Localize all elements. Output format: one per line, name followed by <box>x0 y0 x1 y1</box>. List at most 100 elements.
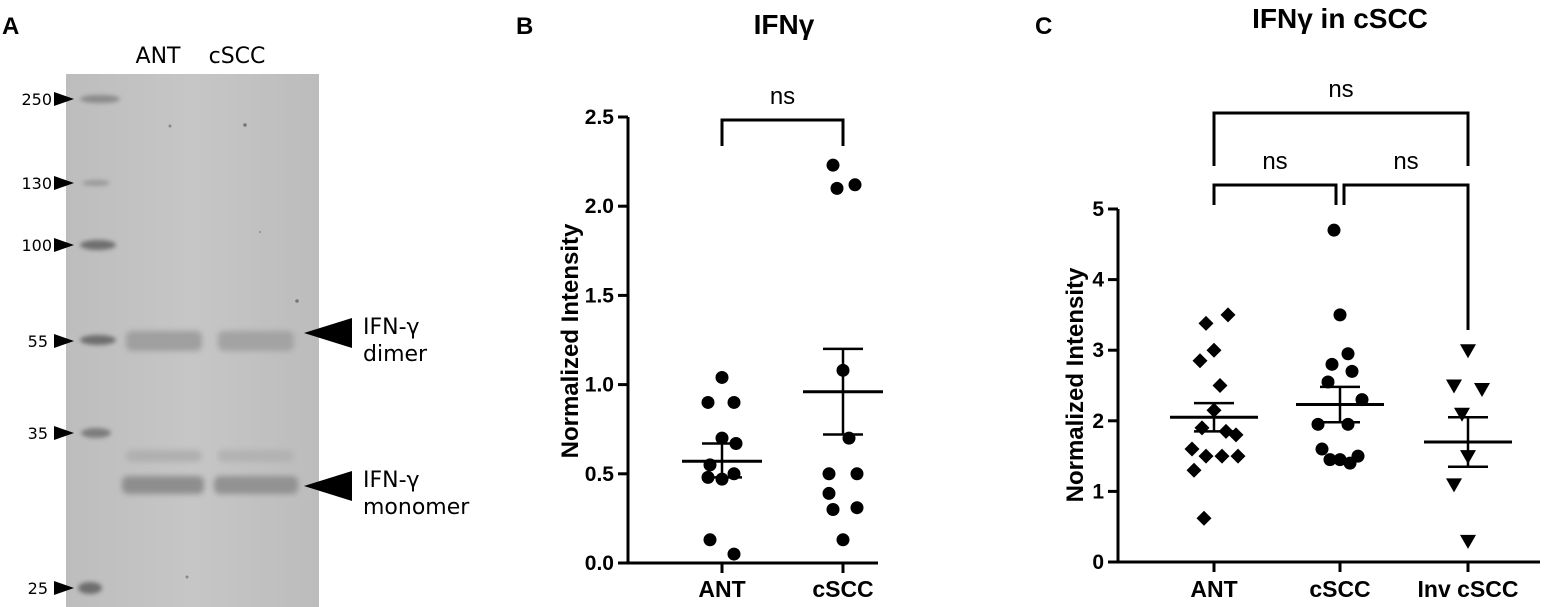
chart-c-significance-label: ns <box>1393 148 1418 175</box>
dimer-label-line1: IFN-γ <box>363 315 420 340</box>
band-ant-dimer <box>126 331 202 351</box>
chart-c-category-label: ANT <box>1190 576 1237 602</box>
chart-c-data-point <box>1355 393 1369 407</box>
chart-b-data-point <box>701 395 715 409</box>
marker-arrow-icon <box>54 334 74 348</box>
chart-c-y-tick-label: 5 <box>1092 198 1104 221</box>
chart-c-ylabel: Normalized Intensity <box>1062 267 1089 502</box>
chart-b-y-tick-label: 0.0 <box>585 552 614 575</box>
chart-c-data-point <box>1343 456 1357 470</box>
chart-c-data-point <box>1315 442 1329 456</box>
marker-130: 130 <box>21 174 52 193</box>
chart-b-data-point <box>826 502 840 516</box>
marker-arrow-icon <box>54 426 74 440</box>
sample-bands <box>122 331 298 494</box>
chart-c-y-tick-label: 3 <box>1092 339 1104 362</box>
chart-b-title: IFNγ <box>754 9 815 40</box>
band-cscc-monomer <box>214 476 298 494</box>
monomer-arrow-icon <box>304 471 352 501</box>
chart-c-significance-bracket <box>1342 183 1470 330</box>
chart-c-data-point <box>1214 448 1230 464</box>
chart-c-data-point <box>1206 342 1222 358</box>
chart-b-data-point <box>850 501 864 515</box>
chart-c-data-point <box>1198 315 1214 331</box>
chart-c-significance-label: ns <box>1328 76 1353 103</box>
chart-c-data-point <box>1341 417 1355 431</box>
marker-arrow-icon <box>54 176 74 190</box>
chart-c-data-point <box>1220 307 1236 323</box>
marker-labels: 250 130 100 55 35 25 <box>21 90 74 598</box>
chart-c-data-point <box>1323 453 1337 467</box>
chart-b-data-point <box>703 533 717 547</box>
monomer-label-line1: IFN-γ <box>363 468 420 493</box>
chart-b-data-point <box>822 486 836 500</box>
chart-c-data-point <box>1192 353 1208 369</box>
chart-b-data-point <box>830 181 844 195</box>
chart-c-data-point <box>1194 420 1210 436</box>
chart-b-data-point <box>715 370 729 384</box>
chart-b-y-tick-label: 0.5 <box>585 463 615 486</box>
panel-letter-c: C <box>1035 13 1052 40</box>
lane-label-cscc: cSCC <box>209 44 266 69</box>
chart-c-data-point <box>1460 534 1476 549</box>
marker-250: 250 <box>21 90 52 109</box>
marker-100: 100 <box>21 236 52 255</box>
chart-c-data-point <box>1230 448 1246 464</box>
band-cscc-dimer <box>218 331 294 351</box>
band-ant-monomer <box>122 476 204 494</box>
chart-c-data-point <box>1460 344 1476 359</box>
chart-b-significance-bracket <box>720 118 845 146</box>
chart-c-category-label: cSCC <box>1309 576 1370 602</box>
ladder <box>78 95 120 594</box>
chart-b: IFNγ Normalized Intensity 0.0 0.5 1.0 1.5 2.… <box>557 9 883 602</box>
marker-arrow-icon <box>54 92 74 106</box>
chart-c-data-point <box>1446 478 1462 493</box>
chart-b-ylabel: Normalized Intensity <box>557 223 584 458</box>
chart-b-data-point <box>727 395 741 409</box>
chart-c-data-point <box>1333 308 1347 322</box>
chart-c-significance-bracket <box>1212 183 1338 205</box>
chart-c-data-point <box>1321 375 1335 389</box>
chart-c-category-label: Inv cSCC <box>1418 576 1519 602</box>
chart-c-significance-bracket <box>1212 111 1470 166</box>
dimer-arrow-icon <box>304 318 352 348</box>
chart-b-data-point <box>715 431 729 445</box>
chart-b-data-point <box>826 158 840 172</box>
lane-label-ant: ANT <box>136 44 182 69</box>
chart-c-y-tick-label: 1 <box>1092 480 1104 503</box>
marker-arrow-icon <box>54 238 74 252</box>
chart-c-data-point <box>1446 379 1462 394</box>
chart-c-title: IFNγ in cSCC <box>1252 3 1428 34</box>
chart-b-y-tick-label: 1.0 <box>585 374 614 397</box>
chart-b-data-point <box>822 467 836 481</box>
chart-b-data-point <box>836 533 850 547</box>
chart-c-data-point <box>1196 510 1212 526</box>
chart-c-data-point <box>1345 364 1359 378</box>
chart-c-data-point <box>1474 383 1490 398</box>
chart-b-y-tick-label: 2.0 <box>585 195 614 218</box>
panel-letter-a: A <box>2 13 19 40</box>
marker-55: 55 <box>28 332 48 351</box>
chart-b-y-tick-label: 1.5 <box>585 284 615 307</box>
western-blot <box>66 74 319 607</box>
chart-b-significance-label: ns <box>770 83 795 110</box>
chart-b-data-point <box>848 178 862 192</box>
chart-c-data-point <box>1184 441 1200 457</box>
marker-arrow-icon <box>54 581 74 595</box>
dimer-label-line2: dimer <box>363 342 428 367</box>
monomer-label-line2: monomer <box>363 495 470 520</box>
chart-c-y-tick-label: 4 <box>1092 269 1104 292</box>
chart-b-y-tick-label: 2.5 <box>585 106 615 129</box>
chart-c-y-tick-label: 2 <box>1092 410 1104 433</box>
chart-c-data-point <box>1454 407 1470 422</box>
marker-25: 25 <box>28 579 48 598</box>
chart-c-data-point <box>1341 347 1355 361</box>
chart-c: IFNγ in cSCC Normalized Intensity 0 1 2 3 4 5… <box>1062 3 1540 602</box>
chart-c-data-point <box>1325 357 1339 371</box>
chart-c-data-point <box>1311 417 1325 431</box>
chart-b-category-label: cSCC <box>812 576 873 602</box>
chart-c-data-point <box>1333 453 1347 467</box>
chart-b-category-label: ANT <box>698 576 745 602</box>
chart-b-data-point <box>727 547 741 561</box>
